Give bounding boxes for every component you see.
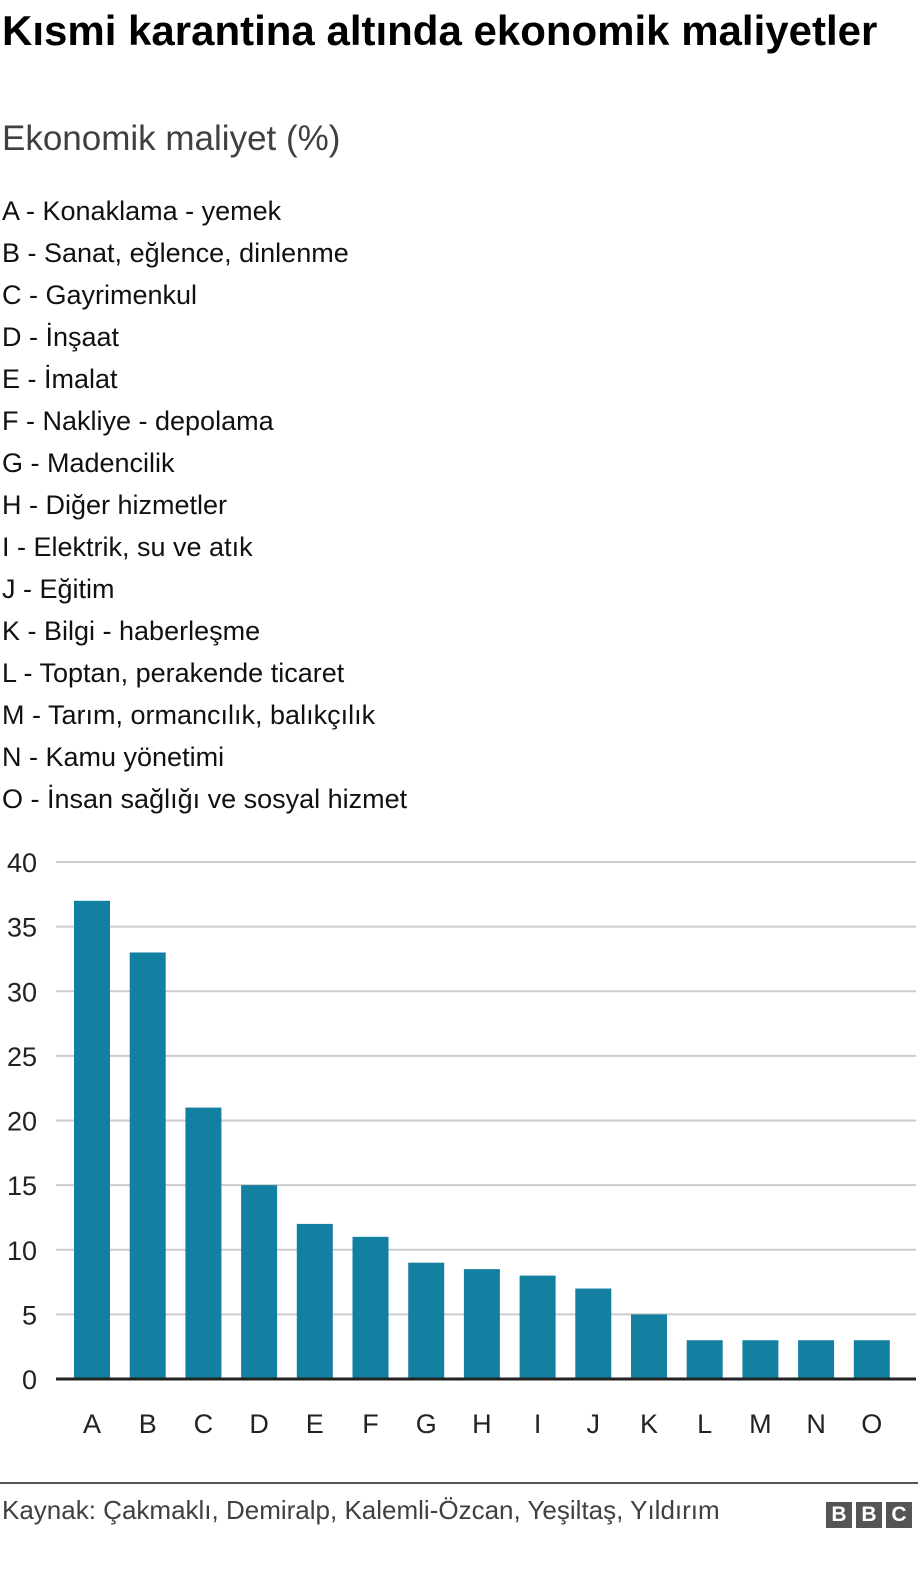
x-tick-label: J: [587, 1409, 601, 1439]
bar: [74, 900, 110, 1379]
x-tick-label: G: [416, 1409, 437, 1439]
legend-item: B - Sanat, eğlence, dinlenme: [2, 238, 349, 268]
bar: [853, 1340, 890, 1379]
legend-item: N - Kamu yönetimi: [2, 742, 225, 772]
logo-letter: B: [826, 1502, 852, 1528]
y-tick-label: 15: [7, 1171, 37, 1201]
bar: [742, 1340, 779, 1379]
bar: [352, 1236, 389, 1379]
legend-item: O - İnsan sağlığı ve sosyal hizmet: [2, 784, 408, 814]
legend-item: C - Gayrimenkul: [2, 280, 198, 310]
x-tick-label: E: [306, 1409, 324, 1439]
x-tick-label: H: [472, 1409, 492, 1439]
bar: [129, 952, 166, 1379]
bar: [519, 1275, 556, 1379]
x-tick-label: A: [83, 1409, 101, 1439]
x-tick-label: C: [194, 1409, 214, 1439]
category-legend: A - Konaklama - yemek B - Sanat, eğlence…: [2, 190, 407, 820]
y-tick-label: 0: [22, 1365, 37, 1395]
bar: [241, 1185, 278, 1379]
bbc-logo: B B C: [826, 1502, 912, 1528]
x-tick-label: D: [249, 1409, 269, 1439]
logo-letter: C: [886, 1502, 912, 1528]
bar-chart: 0 5 10 15 20 25 30 35 40 A B C D E F G H I J K L M N O: [7, 848, 916, 1439]
y-tick-label: 5: [22, 1300, 37, 1330]
legend-item: I - Elektrik, su ve atık: [2, 532, 253, 562]
legend-item: G - Madencilik: [2, 448, 175, 478]
y-tick-label: 10: [7, 1236, 37, 1266]
logo-letter: B: [856, 1502, 882, 1528]
x-tick-label: I: [534, 1409, 542, 1439]
bar: [185, 1107, 222, 1379]
x-tick-label: F: [362, 1409, 379, 1439]
legend-item: K - Bilgi - haberleşme: [2, 616, 261, 646]
bar: [408, 1262, 445, 1379]
legend-item: H - Diğer hizmetler: [2, 490, 228, 520]
legend-item: A - Konaklama - yemek: [2, 196, 282, 226]
y-tick-label: 40: [7, 848, 37, 878]
x-tick-label: O: [861, 1409, 882, 1439]
x-tick-label: L: [697, 1409, 712, 1439]
bar: [296, 1223, 333, 1379]
legend-item: F - Nakliye - depolama: [2, 406, 274, 436]
x-tick-label: N: [806, 1409, 826, 1439]
bar: [575, 1288, 612, 1379]
legend-item: M - Tarım, ormancılık, balıkçılık: [2, 700, 376, 730]
x-tick-label: B: [139, 1409, 157, 1439]
chart-title: Kısmi karantina altında ekonomik maliyet…: [2, 7, 878, 54]
bar: [463, 1269, 500, 1379]
x-tick-label: K: [640, 1409, 658, 1439]
y-tick-label: 35: [7, 913, 37, 943]
y-tick-label: 30: [7, 977, 37, 1007]
legend-item: D - İnşaat: [2, 322, 120, 352]
y-tick-label: 20: [7, 1107, 37, 1137]
legend-item: J - Eğitim: [2, 574, 115, 604]
footer-divider: [0, 1482, 918, 1484]
bar: [686, 1340, 723, 1379]
y-tick-label: 25: [7, 1042, 37, 1072]
chart-subtitle: Ekonomik maliyet (%): [2, 119, 341, 158]
legend-item: L - Toptan, perakende ticaret: [2, 658, 345, 688]
bar: [631, 1314, 667, 1379]
x-tick-label: M: [749, 1409, 772, 1439]
bar: [798, 1340, 835, 1379]
legend-item: E - İmalat: [2, 364, 118, 394]
source-note: Kaynak: Çakmaklı, Demiralp, Kalemli-Özca…: [2, 1495, 720, 1525]
